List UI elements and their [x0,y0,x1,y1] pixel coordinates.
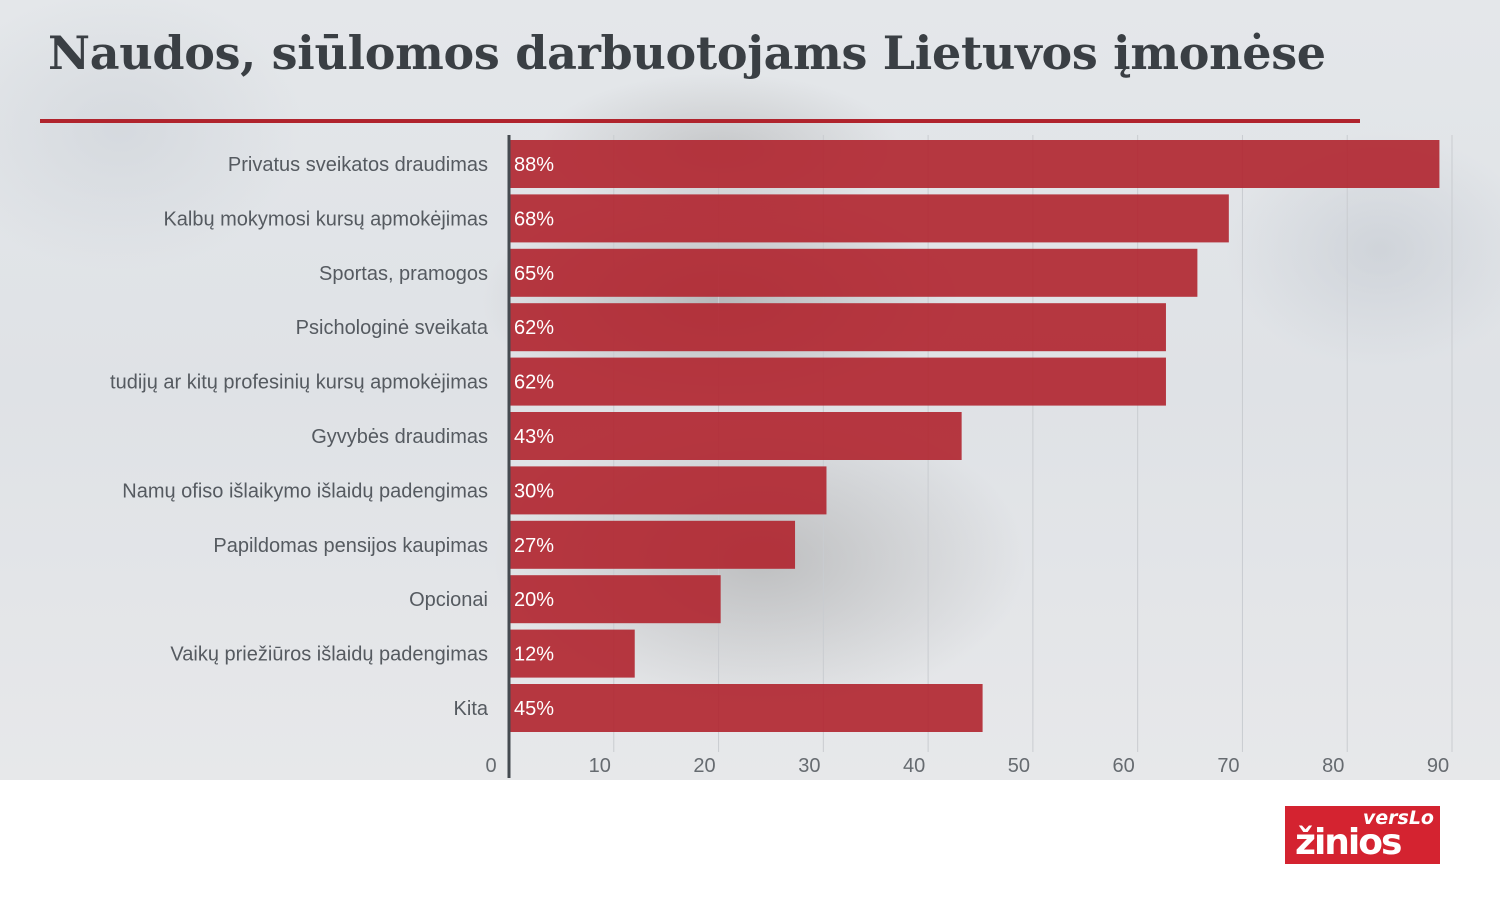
bar-5 [509,357,1166,406]
category-label-5: tudijų ar kitų profesinių kursų apmokėji… [110,372,488,394]
bar-value-label-7: 30% [514,480,554,502]
category-label-11: Kita [454,698,489,720]
category-label-10: Vaikų priežiūros išlaidų padengimas [170,644,488,666]
bar-value-label-2: 68% [514,208,554,230]
x-tick-label-70: 70 [1217,755,1239,777]
bar-1 [509,140,1440,188]
bar-2 [509,194,1229,243]
bar-value-label-10: 12% [514,644,554,666]
category-label-2: Kalbų mokymosi kursų apmokėjimas [163,208,488,230]
x-tick-label-20: 20 [693,755,715,777]
x-tick-label-80: 80 [1322,755,1344,777]
bar-11 [509,684,983,732]
x-tick-label-10: 10 [589,755,611,777]
bar-value-label-8: 27% [514,535,554,557]
logo-top-text: versLo [1362,807,1434,829]
bar-value-label-9: 20% [514,589,554,611]
bar-value-label-11: 45% [514,698,554,720]
x-tick-label-0: 0 [485,755,496,777]
category-label-6: Gyvybės draudimas [311,426,488,448]
bar-value-label-3: 65% [514,263,554,285]
category-label-7: Namų ofiso išlaikymo išlaidų padengimas [122,480,488,502]
bar-3 [509,248,1198,297]
logo-main-text: žinios [1295,822,1402,863]
category-label-1: Privatus sveikatos draudimas [228,154,488,176]
chart-x-ticks: 0 10 20 30 40 50 60 70 80 90 [485,755,1449,777]
x-tick-label-90: 90 [1427,755,1449,777]
bar-7 [509,466,827,515]
title-underline [40,119,1360,123]
bar-6 [509,412,962,460]
category-label-9: Opcionai [409,589,488,611]
x-tick-label-30: 30 [798,755,820,777]
bar-10 [509,629,635,678]
chart-category-labels: Privatus sveikatos draudimas Kalbų mokymo… [110,154,489,720]
benefits-bar-chart: 88% 68% 65% 62% 62% 43% 30% 27% 20% 12% 45% Privat… [110,135,1453,778]
bar-9 [509,575,721,624]
verslo-zinios-logo: versLo žinios [1285,806,1440,864]
bar-value-label-4: 62% [514,317,554,339]
x-tick-label-50: 50 [1008,755,1030,777]
chart-bars: 88% 68% 65% 62% 62% 43% 30% 27% 20% 12% 45% [509,140,1440,732]
page-title: Naudos, siūlomos darbuotojams Lietuvos į… [48,26,1326,80]
category-label-3: Sportas, pramogos [319,263,488,285]
bar-8 [509,520,796,569]
x-tick-label-60: 60 [1113,755,1135,777]
x-tick-label-40: 40 [903,755,925,777]
bar-value-label-6: 43% [514,426,554,448]
bar-value-label-5: 62% [514,372,554,394]
bar-value-label-1: 88% [514,154,554,176]
bar-4 [509,303,1166,352]
category-label-8: Papildomas pensijos kaupimas [213,535,488,557]
category-label-4: Psichologinė sveikata [296,317,489,339]
